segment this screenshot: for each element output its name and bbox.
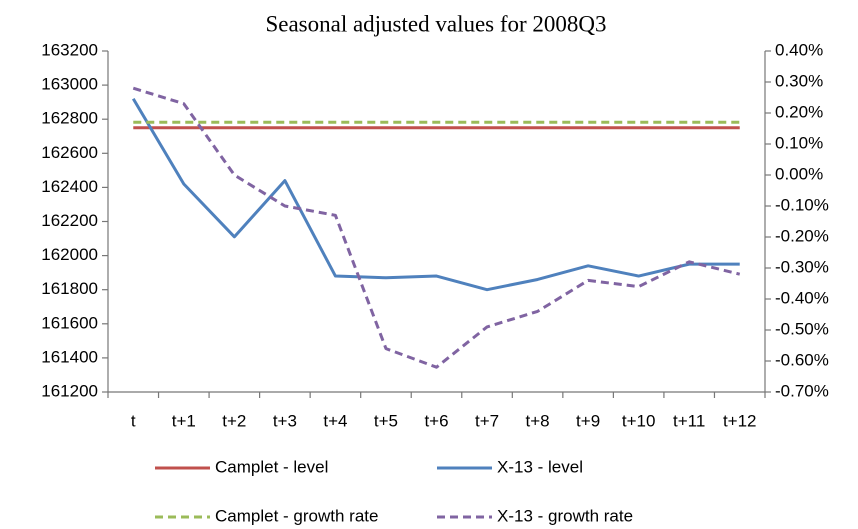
x-tick-label: t+1 bbox=[172, 411, 196, 430]
x-tick-label: t+11 bbox=[673, 411, 705, 430]
x-tick-label: t+6 bbox=[424, 411, 448, 430]
series-line bbox=[131, 97, 740, 292]
y2-tick-label: 0.20% bbox=[775, 102, 823, 121]
x-tick-label: t+5 bbox=[374, 411, 398, 430]
y2-tick-label: -0.40% bbox=[775, 288, 829, 307]
y2-tick-label: 0.00% bbox=[775, 164, 823, 183]
y-tick-label: 162600 bbox=[41, 143, 98, 162]
y-tick-label: 161400 bbox=[41, 347, 98, 366]
legend-label: Camplet - growth rate bbox=[215, 506, 378, 525]
y2-tick-label: 0.40% bbox=[775, 40, 823, 59]
y2-tick-label: -0.60% bbox=[775, 350, 829, 369]
y-tick-label: 163000 bbox=[41, 75, 98, 94]
y2-tick-label: -0.30% bbox=[775, 257, 829, 276]
x-tick-label: t+4 bbox=[323, 411, 347, 430]
x-tick-label: t+10 bbox=[622, 411, 656, 430]
legend-label: Camplet - level bbox=[215, 457, 328, 476]
y2-tick-label: -0.20% bbox=[775, 226, 829, 245]
y-tick-label: 162000 bbox=[41, 245, 98, 264]
chart-title: Seasonal adjusted values for 2008Q3 bbox=[265, 11, 606, 36]
x-tick-label: t+3 bbox=[273, 411, 297, 430]
y-tick-label: 161200 bbox=[41, 381, 98, 400]
legend-label: X-13 - level bbox=[497, 457, 583, 476]
y-tick-label: 161600 bbox=[41, 313, 98, 332]
y-tick-label: 162800 bbox=[41, 109, 98, 128]
y2-tick-label: -0.50% bbox=[775, 319, 829, 338]
legend-label: X-13 - growth rate bbox=[497, 506, 633, 525]
x-tick-label: t+2 bbox=[222, 411, 246, 430]
y2-tick-label: -0.70% bbox=[775, 381, 829, 400]
x-tick-label: t+12 bbox=[723, 411, 757, 430]
y-tick-label: 161800 bbox=[41, 279, 98, 298]
x-tick-label: t+8 bbox=[526, 411, 550, 430]
x-tick-label: t bbox=[131, 411, 136, 430]
series-line bbox=[132, 86, 741, 369]
x-tick-label: t+9 bbox=[576, 411, 600, 430]
y2-tick-label: -0.10% bbox=[775, 195, 829, 214]
y-tick-label: 163200 bbox=[41, 40, 98, 59]
x-tick-label: t+7 bbox=[475, 411, 499, 430]
y-tick-label: 162400 bbox=[41, 177, 98, 196]
y-tick-label: 162200 bbox=[41, 211, 98, 230]
y2-tick-label: 0.10% bbox=[775, 133, 823, 152]
y2-tick-label: 0.30% bbox=[775, 71, 823, 90]
